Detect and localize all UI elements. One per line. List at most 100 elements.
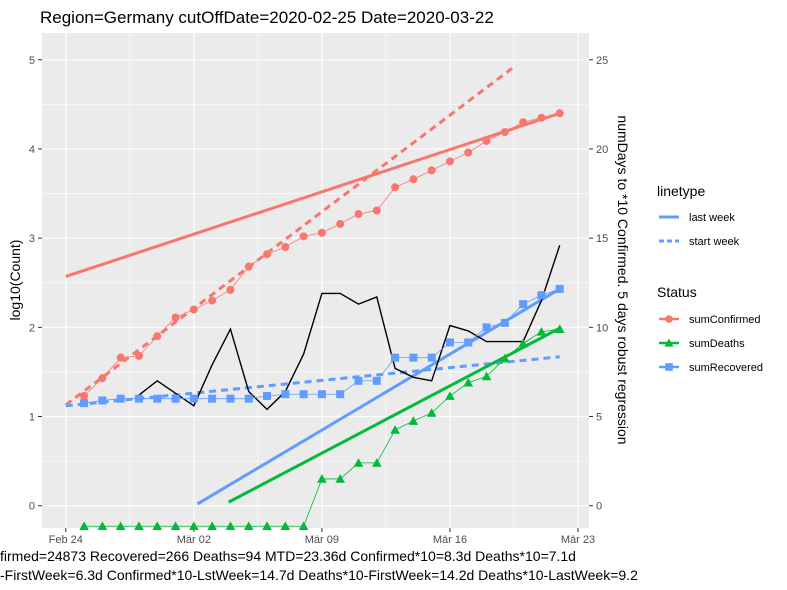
confirmed-point [263, 250, 272, 259]
y2-tick-label: 25 [596, 55, 608, 67]
days-line [138, 245, 561, 411]
legend-title-linetype: linetype [657, 183, 705, 199]
confirmed-point [391, 183, 400, 192]
y2-tick-label: 10 [596, 322, 608, 334]
recovered-point [336, 390, 345, 399]
deaths-point [243, 521, 254, 531]
deaths-point [280, 521, 291, 531]
y-tick-label: 1 [29, 412, 35, 424]
confirmed-point [244, 262, 253, 271]
legend-key-marker-recovered [665, 363, 673, 371]
deaths-point [536, 326, 547, 336]
confirmed-point [171, 313, 180, 322]
recovered-point [555, 284, 564, 293]
grid-lines [42, 33, 589, 551]
legend-label-linetype: last week [689, 212, 735, 224]
legend-label-deaths: sumDeaths [689, 338, 745, 350]
confirmed-point [445, 157, 454, 166]
y2-tick-label: 0 [596, 501, 602, 513]
deaths-point [262, 521, 272, 531]
x-tick-label: Mär 09 [305, 534, 339, 546]
y-axis-label: log10(Count) [7, 240, 23, 321]
recovered-point [98, 396, 107, 405]
trend-line-recovered-last-week [196, 287, 561, 506]
deaths-point [335, 474, 345, 483]
deaths-point [408, 416, 419, 425]
recovered-point [153, 394, 162, 403]
confirmed-point [336, 219, 345, 228]
legend-key-marker-confirmed [665, 315, 673, 323]
confirmed-point [299, 232, 308, 241]
deaths-point [481, 371, 492, 381]
x-tick-label: Feb 24 [49, 534, 83, 546]
deaths-point [317, 474, 327, 483]
legend-key-marker-deaths [664, 338, 674, 347]
confirmed-point [555, 109, 564, 118]
recovered-point [500, 318, 509, 327]
caption-line-1: firmed=24873 Recovered=266 Deaths=94 MTD… [0, 548, 576, 564]
recovered-point [427, 353, 436, 362]
confirmed-point [482, 136, 491, 145]
deaths-point [371, 458, 382, 467]
deaths-point [134, 521, 144, 531]
recovered-point [482, 323, 491, 332]
deaths-point [463, 377, 474, 387]
deaths-point [97, 521, 108, 531]
trend-line-confirmed-last-week [65, 111, 561, 278]
recovered-point [171, 394, 180, 403]
legend-label-recovered: sumRecovered [689, 362, 763, 374]
legend-label-confirmed: sumConfirmed [689, 314, 761, 326]
recovered-point [519, 300, 528, 309]
confirmed-point [208, 296, 217, 305]
trend-line-confirmed-start-week [64, 65, 515, 407]
deaths-point [225, 521, 236, 531]
confirmed-point [464, 148, 473, 157]
confirmed-point [80, 392, 89, 400]
confirmed-point [189, 305, 198, 314]
x-tick-label: Mär 16 [433, 534, 467, 546]
days-to-tenfold-line [138, 245, 561, 411]
confirmed-point [519, 118, 528, 127]
caption-line-2: -FirstWeek=6.3d Confirmed*10-LstWeek=14.… [0, 567, 638, 583]
recovered-point [409, 353, 418, 362]
recovered-point [354, 376, 363, 385]
confirmed-point [317, 228, 326, 237]
deaths-point [298, 521, 309, 531]
confirmed-point [354, 210, 363, 219]
deaths-point [500, 353, 510, 363]
recovered-point [116, 394, 125, 403]
deaths-point [207, 521, 217, 531]
recovered-point [263, 392, 272, 400]
confirmed-point [153, 332, 162, 341]
recovered-point [464, 338, 473, 347]
y2-tick-label: 5 [596, 412, 602, 424]
deaths-point [518, 338, 528, 348]
confirmed-point [372, 206, 381, 215]
recovered-point [189, 394, 198, 403]
x-tick-label: Mär 02 [177, 534, 211, 546]
confirmed-point [409, 175, 418, 184]
deaths-point [79, 521, 89, 531]
y-tick-label: 0 [29, 501, 35, 513]
axis-ticks: 0 1 2 3 4 5 0 5 10 15 20 25 Feb 24 Mär 02 Mär 09 Mär 16… [29, 55, 608, 546]
recovered-point [208, 394, 217, 403]
deaths-point [554, 324, 565, 333]
confirmed-point [500, 128, 509, 136]
recovered-point [244, 394, 253, 403]
recovered-point [299, 390, 308, 399]
confirmed-point [537, 113, 546, 122]
deaths-point [152, 521, 163, 531]
deaths-point [390, 425, 400, 434]
recovered-point [134, 394, 143, 403]
legend-label-linetype: start week [689, 236, 740, 248]
confirmed-point [226, 285, 235, 294]
confirmed-point [281, 243, 290, 252]
recovered-point [281, 390, 290, 399]
deaths-point [445, 391, 455, 400]
y-tick-label: 5 [29, 55, 35, 67]
confirmed-point [134, 351, 143, 360]
recovered-point [391, 353, 400, 362]
y2-tick-label: 15 [596, 233, 608, 245]
recovered-point [317, 390, 326, 399]
